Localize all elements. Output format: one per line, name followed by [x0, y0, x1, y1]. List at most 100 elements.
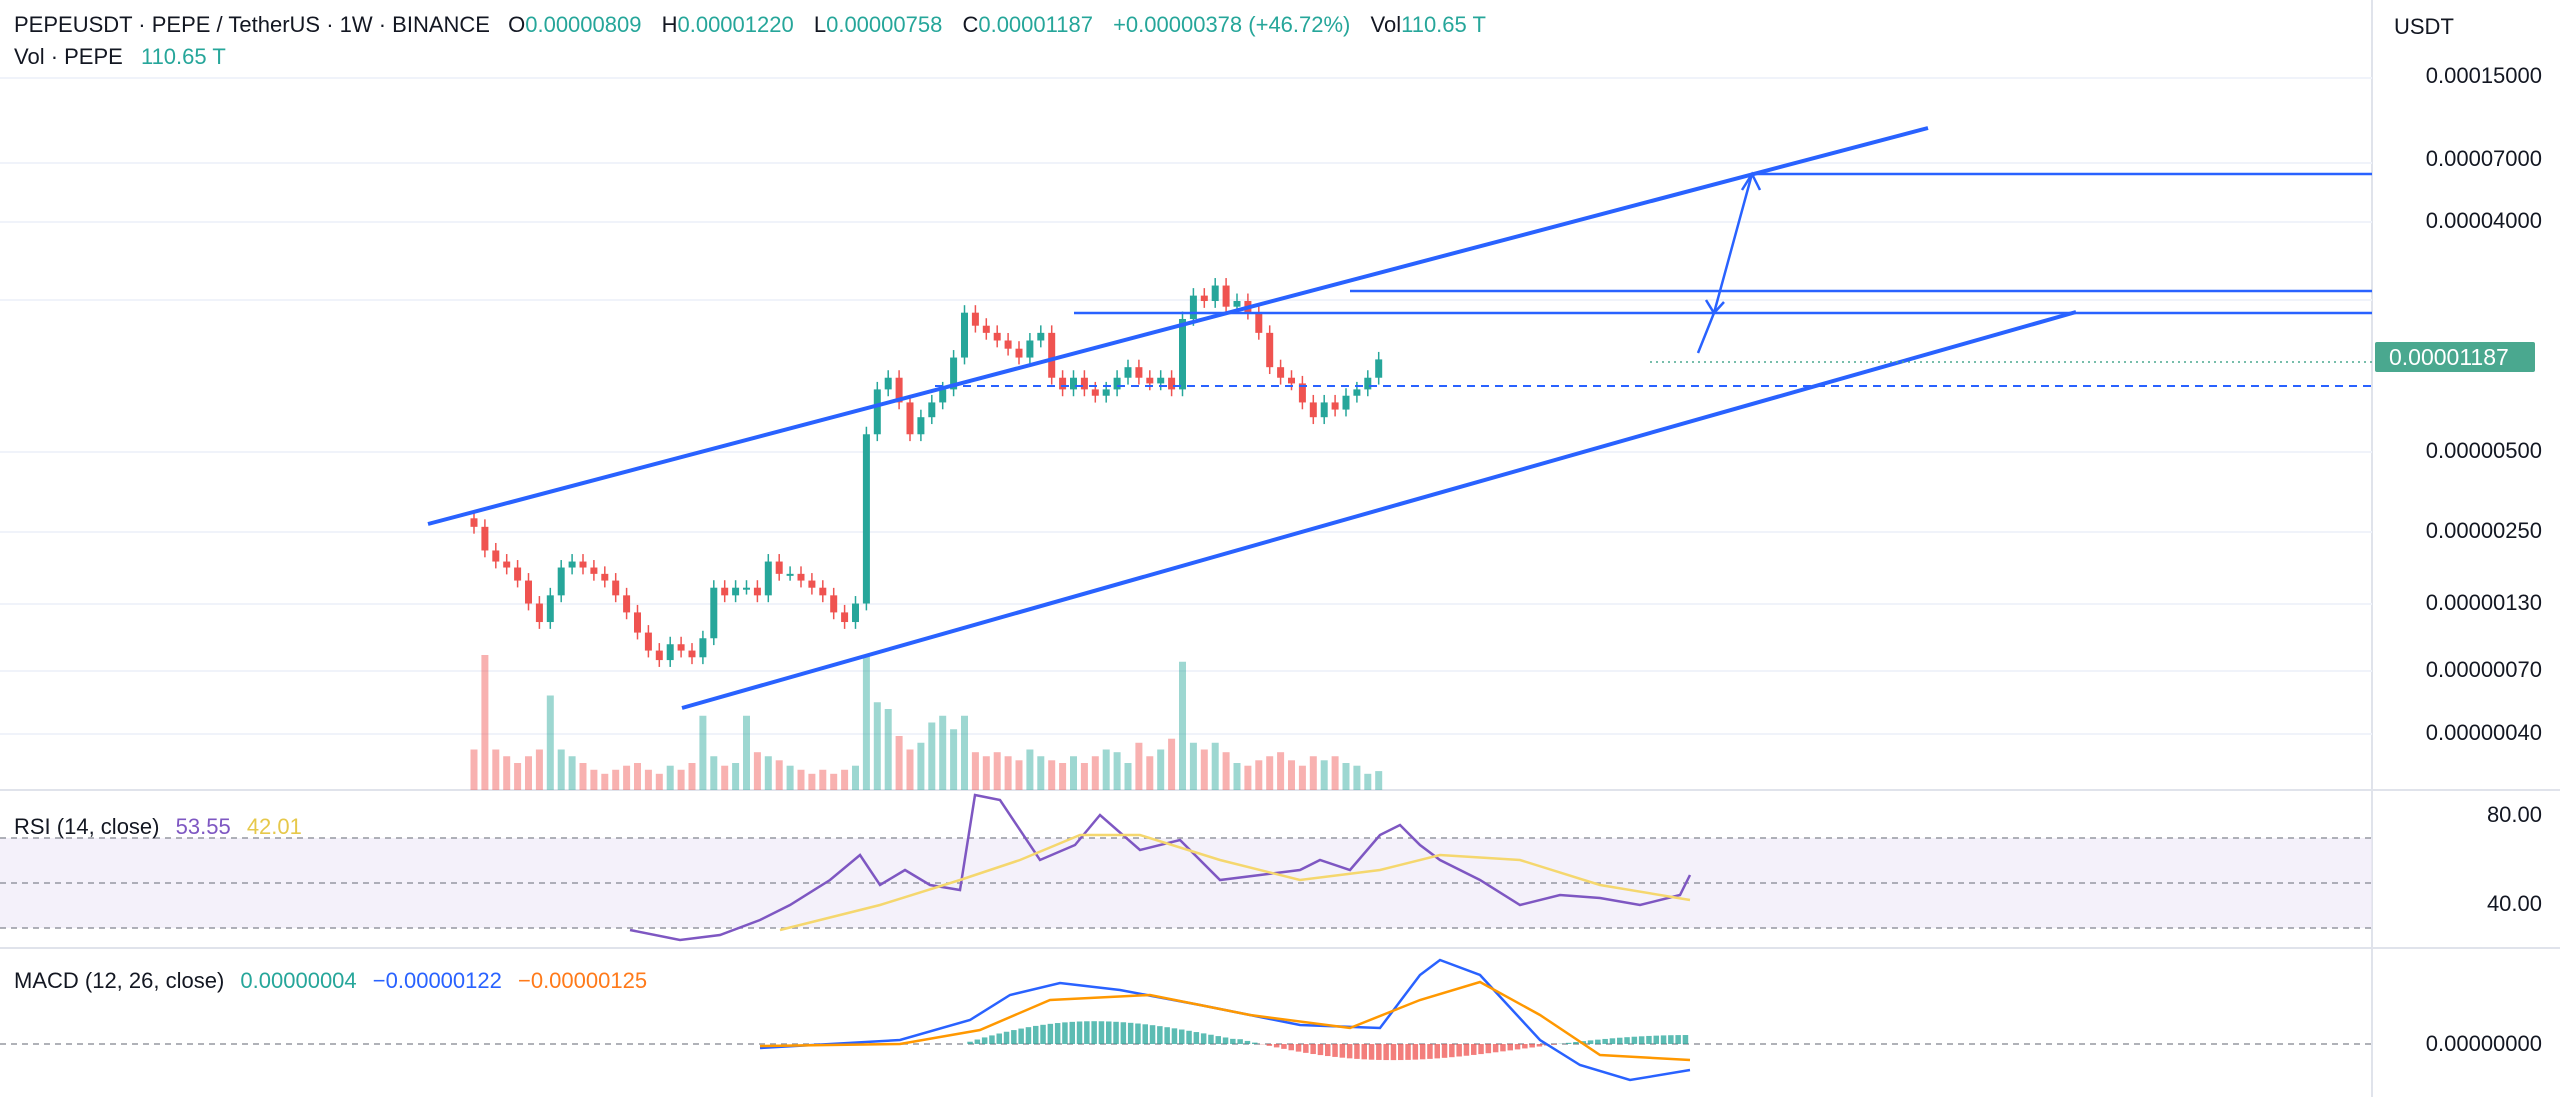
- volume-bar: [1179, 661, 1186, 790]
- macd-hist-bar: [1106, 1021, 1112, 1044]
- macd-hist-bar: [1675, 1035, 1681, 1044]
- price-tag-support: 0.00000905: [2389, 409, 2511, 435]
- candle-body: [623, 595, 631, 613]
- volume-bar: [1048, 760, 1056, 790]
- candle-body: [1288, 377, 1295, 384]
- macd-hist-bar: [1631, 1036, 1638, 1044]
- macd-hist-bar: [1237, 1039, 1243, 1044]
- candle-body: [786, 573, 794, 576]
- macd-hist-bar: [1456, 1044, 1462, 1057]
- macd-hist-bar: [1449, 1044, 1455, 1058]
- volume-bar: [623, 765, 631, 790]
- volume-bar: [688, 763, 696, 790]
- macd-hist-bar: [1091, 1021, 1097, 1044]
- candle-body: [1353, 389, 1361, 396]
- symbol-title: PEPEUSDT · PEPE / TetherUS · 1W · BINANC…: [14, 12, 490, 37]
- candle-body: [1168, 377, 1176, 390]
- volume-bar: [1015, 760, 1023, 790]
- volume-bar: [950, 729, 958, 790]
- macd-hist-bar: [1171, 1028, 1178, 1044]
- rsi-band: [0, 838, 2372, 928]
- candle-body: [852, 603, 859, 623]
- candle-body: [677, 644, 685, 651]
- rsi-tick: 80.00: [2486, 802, 2542, 827]
- volume-bar: [917, 742, 925, 790]
- macd-hist-bar: [1062, 1022, 1068, 1044]
- volume-bar: [797, 769, 805, 790]
- price-tag-resistance-high: 0.00002118: [2389, 270, 2509, 296]
- price-tick: 0.00004000: [2425, 208, 2542, 233]
- volume-bar: [1157, 749, 1165, 790]
- macd-hist-bar: [1398, 1044, 1404, 1061]
- candle-body: [1320, 402, 1328, 418]
- macd-line-value: −0.00000122: [372, 968, 502, 993]
- macd-hist-bar: [1084, 1021, 1090, 1044]
- candle-body: [1309, 402, 1317, 418]
- candle-body: [873, 389, 881, 435]
- macd-signal-line: [759, 980, 1691, 1062]
- macd-hist-bar: [1332, 1044, 1338, 1057]
- volume-legend: Vol · PEPE 110.65 T: [14, 44, 230, 70]
- volume-bar: [1135, 742, 1143, 790]
- macd-hist-bar: [1266, 1044, 1273, 1046]
- change-value: +0.00000378 (+46.72%): [1113, 12, 1351, 37]
- macd-hist-bar: [1076, 1021, 1083, 1044]
- candle-body: [579, 561, 587, 568]
- candle-body: [1059, 377, 1067, 390]
- macd-hist-bar: [1507, 1044, 1513, 1051]
- high-label: H: [661, 12, 678, 37]
- volume-bar: [514, 763, 522, 790]
- volume-bar: [1298, 765, 1306, 790]
- volume-bar: [1004, 756, 1012, 790]
- macd-hist-bar: [1390, 1044, 1397, 1061]
- volume-bar: [928, 722, 936, 790]
- candle-body: [1102, 389, 1110, 396]
- candle-body: [546, 595, 554, 623]
- candle-body: [862, 434, 870, 604]
- candle-body: [1331, 402, 1339, 410]
- candle-body: [1091, 389, 1099, 396]
- volume-bar: [535, 749, 543, 790]
- macd-hist-bar: [1281, 1044, 1287, 1049]
- candle-body: [971, 312, 979, 326]
- projection-arrow: [1696, 173, 1754, 354]
- candle-body: [939, 389, 947, 403]
- candle-body: [481, 526, 489, 551]
- macd-hist-bar: [1200, 1033, 1207, 1044]
- volume-bar: [1255, 760, 1263, 790]
- candle-body: [644, 632, 652, 651]
- macd-hist-bar: [1193, 1032, 1200, 1044]
- volume-bar: [1288, 760, 1295, 790]
- macd-hist-bar: [1120, 1022, 1127, 1044]
- macd-hist-bar: [1587, 1040, 1594, 1044]
- price-tag-target: 0.00006065: [2389, 161, 2511, 187]
- volume-bar: [1277, 752, 1285, 790]
- volume-bar: [906, 749, 914, 790]
- high-value: 0.00001220: [677, 12, 794, 37]
- macd-hist-bar: [1573, 1041, 1579, 1044]
- macd-hist-bar: [1164, 1027, 1170, 1044]
- volume-bar: [590, 769, 598, 790]
- macd-signal-value: −0.00000125: [517, 968, 648, 993]
- volume-bar: [1059, 763, 1067, 790]
- macd-hist-bar: [1478, 1044, 1484, 1055]
- candle-body: [928, 402, 936, 418]
- channel-lower-line: [681, 310, 2077, 710]
- volume-bar: [1266, 756, 1274, 790]
- volume-bar: [830, 773, 838, 790]
- price-tick: 0.00000250: [2425, 518, 2542, 543]
- macd-hist-bar: [1514, 1044, 1521, 1050]
- candle-body: [1157, 377, 1165, 384]
- currency-unit-button[interactable]: USDT: [2394, 14, 2454, 39]
- volume-bar: [841, 769, 849, 790]
- candle-body: [797, 573, 805, 581]
- macd-hist-bar: [1565, 1042, 1572, 1044]
- candle-body: [1255, 312, 1263, 333]
- candle-body: [1026, 340, 1034, 358]
- macd-tick: 0.00000000: [2425, 1031, 2542, 1056]
- candle-body: [884, 377, 892, 390]
- macd-hist-bar: [1376, 1044, 1382, 1060]
- candle-body: [590, 567, 598, 574]
- candle-body: [775, 561, 783, 574]
